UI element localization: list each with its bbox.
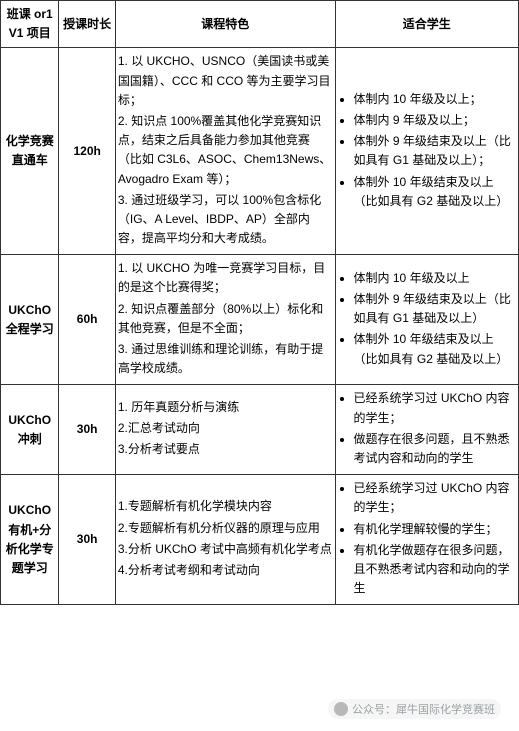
student-item: 体制内 9 年级及以上； [354,111,516,130]
table-header-row: 班课 or1V1 项目 授课时长 课程特色 适合学生 [1,1,519,48]
student-item: 体制外 9 年级结束及以上（比如具有 G1 基础及以上）； [354,132,516,170]
header-features: 课程特色 [115,1,335,48]
cell-duration: 60h [59,255,115,385]
student-item: 体制外 10 年级结束及以上（比如具有 G2 基础及以上） [354,330,516,368]
feature-item: 3.分析考试要点 [118,440,333,459]
watermark-text: 公众号：犀牛国际化学竞赛班 [352,701,495,717]
feature-item: 3.分析 UKChO 考试中高频有机化学考点 [118,540,333,559]
feature-item: 2. 知识点 100%覆盖其他化学竞赛知识点，结束之后具备能力参加其他竞赛（比如… [118,112,333,189]
feature-item: 1. 以 UKCHO 为唯一竞赛学习目标，目的是这个比赛得奖； [118,259,333,297]
student-item: 体制外 9 年级结束及以上（比如具有 G1 基础及以上） [354,290,516,328]
cell-features: 1.专题解析有机化学模块内容 2.专题解析有机分析仪器的原理与应用 3.分析 U… [115,475,335,605]
header-duration: 授课时长 [59,1,115,48]
cell-students: 体制内 10 年级及以上； 体制内 9 年级及以上； 体制外 9 年级结束及以上… [335,48,518,255]
feature-item: 3. 通过班级学习，可以 100%包含标化（IG、A Level、IBDP、AP… [118,191,333,249]
table-row: UKChO冲刺 30h 1. 历年真题分析与演练 2.汇总考试动向 3.分析考试… [1,385,519,475]
student-item: 体制内 10 年级及以上 [354,269,516,288]
student-item: 体制内 10 年级及以上； [354,90,516,109]
cell-duration: 30h [59,385,115,475]
feature-item: 2. 知识点覆盖部分（80%以上）标化和其他竞赛，但是不全面； [118,300,333,338]
table-row: UKChO有机+分析化学专题学习 30h 1.专题解析有机化学模块内容 2.专题… [1,475,519,605]
feature-item: 2.汇总考试动向 [118,419,333,438]
cell-features: 1. 历年真题分析与演练 2.汇总考试动向 3.分析考试要点 [115,385,335,475]
cell-name: UKChO全程学习 [1,255,59,385]
feature-item: 4.分析考试考纲和考试动向 [118,561,333,580]
student-item: 做题存在很多问题，且不熟悉考试内容和动向的学生 [354,430,516,468]
cell-features: 1. 以 UKCHO、USNCO（美国读书或美国国籍）、CCC 和 CCO 等为… [115,48,335,255]
table-row: UKChO全程学习 60h 1. 以 UKCHO 为唯一竞赛学习目标，目的是这个… [1,255,519,385]
cell-duration: 120h [59,48,115,255]
student-item: 体制外 10 年级结束及以上（比如具有 G2 基础及以上） [354,173,516,211]
watermark: 公众号：犀牛国际化学竞赛班 [328,699,501,719]
feature-item: 1.专题解析有机化学模块内容 [118,497,333,516]
cell-name: UKChO有机+分析化学专题学习 [1,475,59,605]
cell-features: 1. 以 UKCHO 为唯一竞赛学习目标，目的是这个比赛得奖； 2. 知识点覆盖… [115,255,335,385]
student-item: 有机化学做题存在很多问题，且不熟悉考试内容和动向的学生 [354,541,516,599]
course-table: 班课 or1V1 项目 授课时长 课程特色 适合学生 化学竞赛直通车 120h … [0,0,519,605]
student-item: 已经系统学习过 UKChO 内容的学生； [354,389,516,427]
cell-name: UKChO冲刺 [1,385,59,475]
cell-students: 已经系统学习过 UKChO 内容的学生； 做题存在很多问题，且不熟悉考试内容和动… [335,385,518,475]
feature-item: 1. 以 UKCHO、USNCO（美国读书或美国国籍）、CCC 和 CCO 等为… [118,52,333,110]
cell-duration: 30h [59,475,115,605]
feature-item: 2.专题解析有机分析仪器的原理与应用 [118,519,333,538]
wechat-icon [334,702,348,716]
student-item: 有机化学理解较慢的学生； [354,520,516,539]
cell-students: 体制内 10 年级及以上 体制外 9 年级结束及以上（比如具有 G1 基础及以上… [335,255,518,385]
feature-item: 1. 历年真题分析与演练 [118,398,333,417]
cell-name: 化学竞赛直通车 [1,48,59,255]
feature-item: 3. 通过思维训练和理论训练，有助于提高学校成绩。 [118,340,333,378]
cell-students: 已经系统学习过 UKChO 内容的学生； 有机化学理解较慢的学生； 有机化学做题… [335,475,518,605]
table-row: 化学竞赛直通车 120h 1. 以 UKCHO、USNCO（美国读书或美国国籍）… [1,48,519,255]
student-item: 已经系统学习过 UKChO 内容的学生； [354,479,516,517]
header-program: 班课 or1V1 项目 [1,1,59,48]
header-students: 适合学生 [335,1,518,48]
